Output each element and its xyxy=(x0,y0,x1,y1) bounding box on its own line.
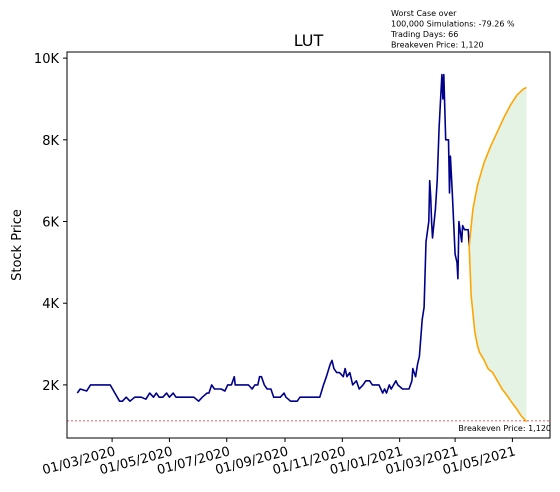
y-axis-label: Stock Price xyxy=(10,209,25,281)
series-line-0 xyxy=(76,73,470,402)
y-tick-label: 8K xyxy=(42,134,59,149)
y-tick-label: 6K xyxy=(42,216,59,231)
plot-frame xyxy=(66,51,551,439)
annotation-line: Breakeven Price: 1,120 xyxy=(391,41,484,50)
series-line-1 xyxy=(468,86,527,247)
y-tick-label: 2K xyxy=(42,379,59,394)
breakeven-label: Breakeven Price: 1,120 xyxy=(458,424,551,433)
annotation-line: Trading Days: 66 xyxy=(390,30,458,39)
projection-band xyxy=(469,87,527,422)
annotation-line: Worst Case over xyxy=(391,9,457,18)
chart-title: LUT xyxy=(294,31,324,50)
series-line-2 xyxy=(468,245,528,423)
annotation-line: 100,000 Simulations: -79.26 % xyxy=(391,20,515,29)
y-tick-label: 4K xyxy=(42,297,59,312)
y-tick-label: 10K xyxy=(34,52,60,67)
